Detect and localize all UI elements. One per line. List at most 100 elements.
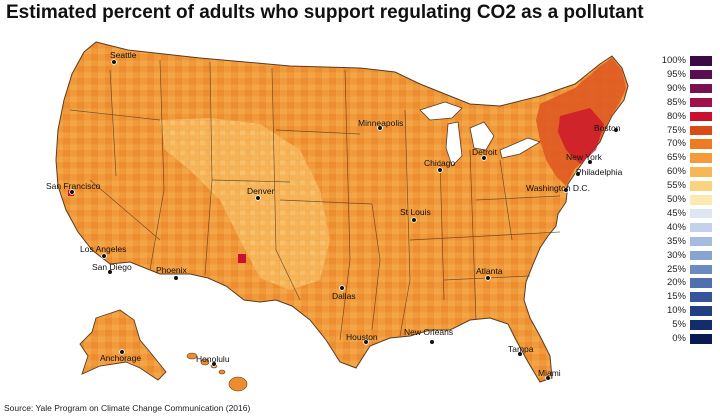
city-marker: Boston bbox=[594, 123, 621, 133]
legend-swatch bbox=[690, 125, 712, 136]
state-borders bbox=[69, 59, 561, 341]
city-marker: Washington D.C. bbox=[526, 183, 590, 193]
city-label: Dallas bbox=[332, 291, 356, 301]
legend-item: 55% bbox=[658, 180, 720, 192]
legend-swatch bbox=[690, 264, 712, 275]
city-label: Washington D.C. bbox=[526, 183, 590, 193]
map-title: Estimated percent of adults who support … bbox=[6, 2, 644, 23]
legend-item: 70% bbox=[658, 138, 720, 149]
city-label: Tampa bbox=[508, 344, 534, 354]
city-label: New Orleans bbox=[404, 327, 453, 337]
city-marker: Denver bbox=[247, 186, 275, 201]
city-label: Houston bbox=[346, 332, 378, 342]
legend-label: 30% bbox=[666, 249, 686, 261]
city-label: Boston bbox=[594, 123, 621, 133]
legend-item: 65% bbox=[658, 152, 720, 164]
legend-item: 50% bbox=[658, 194, 720, 205]
legend-swatch bbox=[690, 195, 712, 205]
city-marker: Atlanta bbox=[476, 266, 503, 281]
alaska-shape bbox=[79, 309, 167, 381]
city-label: Los Angeles bbox=[80, 244, 126, 254]
legend-item: 75% bbox=[658, 124, 720, 136]
legend-item: 100% bbox=[658, 55, 720, 66]
legend-label: 25% bbox=[666, 263, 686, 275]
city-label: Atlanta bbox=[476, 266, 503, 276]
city-marker: Detroit bbox=[472, 147, 498, 161]
new-mexico-hotspot bbox=[238, 254, 246, 263]
city-marker: Houston bbox=[346, 332, 378, 345]
city-marker: New Orleans bbox=[404, 327, 453, 345]
city-marker: Chicago bbox=[424, 158, 455, 173]
city-marker: Honolulu bbox=[196, 354, 230, 367]
city-marker: New York bbox=[566, 152, 603, 165]
contiguous-us-shape bbox=[55, 41, 629, 383]
legend-label: 95% bbox=[666, 68, 686, 80]
legend-item: 5% bbox=[658, 319, 720, 331]
city-label: Minneapolis bbox=[358, 118, 403, 128]
legend-item: 45% bbox=[658, 207, 720, 219]
legend-swatch bbox=[690, 97, 712, 108]
legend-swatch bbox=[690, 208, 712, 219]
legend-label: 40% bbox=[666, 221, 686, 233]
legend-label: 10% bbox=[666, 305, 686, 317]
city-marker: Miami bbox=[538, 368, 561, 381]
city-marker: Phoenix bbox=[156, 265, 187, 281]
city-marker: Los Angeles bbox=[80, 244, 126, 259]
legend-swatch bbox=[690, 222, 712, 233]
legend-label: 60% bbox=[666, 166, 686, 178]
legend-label: 35% bbox=[666, 235, 686, 247]
city-label: Denver bbox=[247, 186, 275, 196]
city-label: St Louis bbox=[400, 207, 431, 217]
legend-label: 85% bbox=[666, 96, 686, 108]
legend-label: 80% bbox=[666, 110, 686, 122]
legend-swatch bbox=[690, 153, 712, 163]
legend-item: 0% bbox=[658, 333, 720, 344]
legend-swatch bbox=[690, 292, 712, 302]
northeast-hotspot-shape bbox=[558, 108, 604, 164]
city-label: Honolulu bbox=[196, 354, 230, 364]
city-marker: Anchorage bbox=[100, 349, 141, 363]
legend-label: 55% bbox=[666, 180, 686, 192]
legend-label: 50% bbox=[666, 194, 686, 205]
city-marker: Philadelphia bbox=[575, 167, 623, 177]
legend-swatch bbox=[690, 181, 712, 191]
legend-label: 75% bbox=[666, 124, 686, 136]
city-label: Detroit bbox=[472, 147, 498, 157]
legend-item: 40% bbox=[658, 221, 720, 233]
legend-label: 5% bbox=[672, 319, 686, 331]
hawaii-shape bbox=[186, 352, 248, 392]
legend-label: 45% bbox=[666, 207, 686, 219]
legend-swatch bbox=[690, 111, 712, 122]
legend-swatch bbox=[690, 278, 712, 288]
city-label: Philadelphia bbox=[576, 167, 623, 177]
legend-label: 15% bbox=[666, 291, 686, 303]
legend-swatch bbox=[690, 320, 712, 330]
legend-swatch bbox=[690, 334, 712, 344]
lighter-region-shape bbox=[160, 118, 330, 290]
city-marker: San Francisco bbox=[46, 181, 101, 195]
source-note: Source: Yale Program on Climate Change C… bbox=[4, 403, 251, 413]
city-label: Anchorage bbox=[100, 353, 141, 363]
legend-item: 25% bbox=[658, 263, 720, 275]
city-marker: Dallas bbox=[332, 285, 356, 301]
legend-swatch bbox=[690, 250, 712, 261]
city-label: New York bbox=[566, 152, 603, 162]
legend-swatch bbox=[690, 236, 712, 247]
city-label: San Diego bbox=[92, 262, 132, 272]
legend-item: 80% bbox=[658, 110, 720, 122]
city-label: Phoenix bbox=[156, 265, 187, 275]
legend-swatch bbox=[690, 167, 712, 177]
city-label: Chicago bbox=[424, 158, 455, 168]
legend-item: 30% bbox=[658, 249, 720, 261]
legend-item: 10% bbox=[658, 305, 720, 317]
legend-label: 100% bbox=[661, 55, 686, 66]
city-marker: Seattle bbox=[110, 50, 137, 65]
legend-label: 65% bbox=[666, 152, 686, 164]
legend-swatch bbox=[690, 56, 712, 66]
city-marker: Tampa bbox=[508, 344, 534, 357]
city-marker: San Diego bbox=[92, 262, 132, 275]
legend-swatch bbox=[690, 69, 712, 80]
city-label: Seattle bbox=[110, 50, 137, 60]
legend-swatch bbox=[690, 306, 712, 316]
color-legend: 100% 95% 90% 85% 80% 75% 70% 65% 60% 55% 50% 45% 40%… bbox=[658, 55, 720, 346]
